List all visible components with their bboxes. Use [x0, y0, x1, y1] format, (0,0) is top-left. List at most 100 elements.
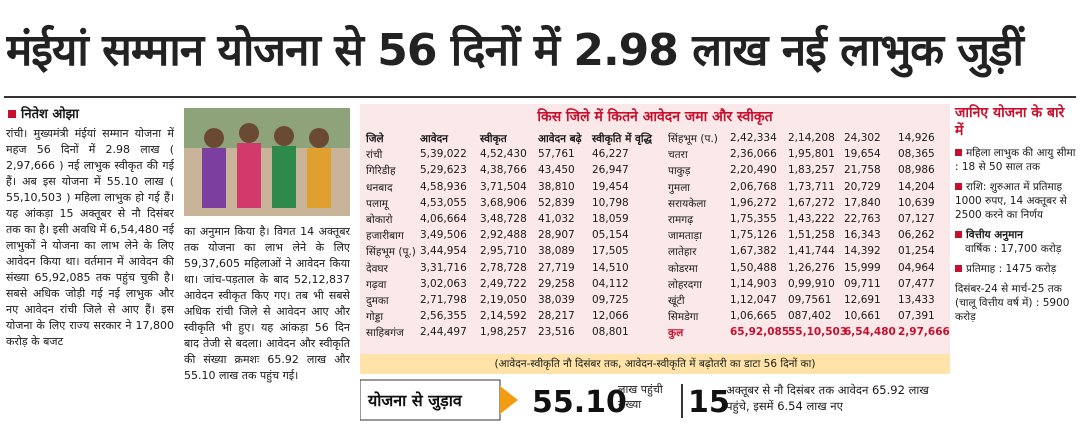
table-cell: 1,73,711: [788, 180, 835, 193]
table-cell: 1,96,272: [730, 196, 777, 209]
table-cell: धनबाद: [366, 181, 393, 194]
sidebar-item: दिसंबर-24 से मार्च-25 तक (चालू वित्तीय व…: [955, 283, 1070, 323]
table-cell: 06,262: [898, 229, 935, 242]
table-cell: 14,204: [898, 180, 935, 193]
table-cell: पलामू: [366, 197, 389, 210]
table-cell: 01,254: [898, 245, 935, 258]
table-cell: 1,67,272: [788, 196, 835, 209]
table-cell: 04,964: [898, 261, 935, 274]
body-column: रांची। मुख्यमंत्री मंईयां सम्मान योजना म…: [6, 127, 174, 348]
table-cell: 3,48,728: [480, 213, 527, 225]
byline: नितेश ओझा: [8, 104, 79, 122]
table-cell: 17,505: [592, 245, 629, 258]
table-cell: कुल: [668, 327, 684, 340]
table-cell: 10,798: [592, 196, 629, 209]
table-cell: 14,392: [844, 245, 881, 258]
caption-wrap: अक्तूबर से नौ दिसंबर तक आवेदन 65.92 लाख …: [726, 383, 929, 413]
table-cell: 2,36,066: [730, 148, 777, 161]
table-cell: 09,711: [844, 277, 881, 290]
table-cell: 55,10,503: [788, 326, 848, 339]
table-cell: चतरा: [668, 149, 688, 162]
banner-caption: लाख पहुंची संख्या: [618, 383, 663, 411]
table-cell: 2,97,666: [898, 326, 950, 339]
table-cell: 2,44,497: [420, 326, 467, 339]
table-cell: गढ़वा: [366, 278, 387, 291]
table-cell: 1,12,047: [730, 294, 777, 306]
table-cell: सरायकेला: [668, 197, 707, 210]
table-cell: 6,54,480: [844, 326, 896, 339]
table-cell: स्वीकृत: [480, 133, 507, 145]
sidebar-item: वित्तीय अनुमान: [955, 228, 1077, 242]
table-cell: खूंटी: [668, 295, 685, 307]
table-cell: कोडरमा: [668, 262, 698, 275]
table-cell: 14,926: [898, 132, 935, 144]
photo: [184, 108, 350, 216]
table-cell: स्वीकृति में वृद्धि: [592, 133, 652, 145]
table-cell: 28,217: [538, 310, 575, 323]
table-cell: 1,95,801: [788, 148, 835, 161]
table-cell: 3,71,504: [480, 180, 527, 193]
table-cell: 1,06,665: [730, 310, 777, 323]
rule: [4, 96, 1076, 98]
table-cell: 2,49,722: [480, 277, 527, 290]
table-cell: रांची: [366, 149, 383, 162]
banner: योजना से जुड़ाव 55.10 लाख पहुंची संख्या …: [360, 379, 929, 421]
table-cell: लोहरदगा: [668, 278, 702, 291]
table-cell: 4,52,430: [480, 148, 527, 161]
table-cell: 1,98,257: [480, 326, 527, 339]
table-cell: 28,907: [538, 229, 575, 242]
table-cell: 17,840: [844, 196, 881, 209]
table-cell: गिरिडीह: [366, 165, 396, 178]
table-cell: 26,947: [592, 164, 629, 177]
table-cell: 2,14,592: [480, 310, 527, 323]
table-cell: 2,19,050: [480, 294, 527, 306]
table-cell: 07,127: [898, 213, 935, 225]
table-cell: 41,032: [538, 213, 575, 225]
table-cell: 10,639: [898, 196, 935, 209]
table-cell: 1,26,276: [788, 261, 835, 274]
table-cell: 22,763: [844, 213, 881, 225]
banner-caption: अक्तूबर से नौ दिसंबर तक आवेदन 65.92 लाख …: [726, 383, 929, 413]
table-cell: आवेदन: [420, 133, 448, 145]
table-cell: 087,402: [788, 310, 832, 323]
table-cell: 19,454: [592, 180, 629, 193]
table-cell: 46,227: [592, 148, 629, 161]
table-cell: 3,31,716: [420, 261, 467, 274]
table-cell: जिले: [366, 133, 384, 145]
table-cell: 1,75,355: [730, 213, 777, 225]
table-cell: 13,433: [898, 294, 935, 306]
table-cell: 5,29,623: [420, 164, 467, 177]
table-cell: रामगढ़: [668, 214, 694, 226]
table-cell: 08,986: [898, 164, 935, 177]
arrow: [500, 386, 518, 414]
table-title: किस जिले में कितने आवेदन जमा और स्वीकृत: [537, 109, 773, 125]
table-cell: 09,7561: [788, 294, 832, 306]
table-cell: 2,42,334: [730, 132, 777, 144]
banner-label: योजना से जुड़ाव: [367, 391, 463, 411]
sidebar-item: महिला लाभुक की आयु सीमा : 18 से 50 साल त…: [955, 147, 1076, 173]
banner-figure: 55.10: [532, 385, 627, 420]
table-cell: 2,20,490: [730, 164, 777, 177]
sidebar-title: जानिए योजना के बारे में: [955, 105, 1065, 139]
sidebar-item: राशि: शुरुआत में प्रतिमाह 1000 रुपए, 14 …: [955, 180, 1077, 222]
table-cell: 3,49,506: [420, 229, 467, 242]
table-cell: 1,83,257: [788, 164, 835, 177]
table-cell: 3,44,954: [420, 245, 467, 258]
table-cell: 12,066: [592, 310, 629, 323]
table-cell: 05,154: [592, 229, 629, 242]
table-cell: 1,75,126: [730, 229, 777, 242]
banner-figure: 15: [688, 385, 730, 420]
table-cell: 19,654: [844, 148, 881, 161]
table-cell: 14,510: [592, 261, 629, 274]
table-cell: देवघर: [366, 262, 388, 275]
table-cell: 2,71,798: [420, 294, 467, 306]
table-cell: लातेहार: [668, 246, 697, 259]
table-cell: 43,450: [538, 164, 575, 177]
table-cell: सिंहभूम (पू.): [366, 246, 416, 259]
table-cell: 04,112: [592, 277, 629, 290]
table-cell: 1,41,744: [788, 245, 835, 258]
table-cell: गुमला: [668, 181, 691, 194]
sidebar: जानिए योजना के बारे में महिला लाभुक की आ…: [955, 104, 1077, 422]
table-cell: 1,43,222: [788, 213, 835, 225]
